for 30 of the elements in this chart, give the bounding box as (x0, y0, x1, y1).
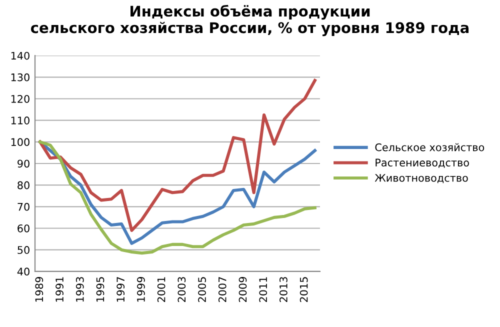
y-tick-label: 130 (11, 73, 30, 82)
x-tick-label: 2015 (300, 277, 308, 302)
x-tick-label: 2007 (218, 277, 226, 302)
x-tick-label: 2011 (259, 277, 268, 302)
y-tick-label: 50 (18, 246, 30, 254)
x-tick-label: 1991 (56, 277, 64, 302)
x-tick-label: 2003 (178, 277, 186, 302)
x-tick-label: 1993 (76, 277, 84, 302)
chart-title: Индексы объёма продукции сельского хозяйства России, % от уровня 1989 года (30, 4, 469, 36)
x-tick-label: 1989 (35, 277, 44, 302)
x-tick-label: 1999 (137, 277, 145, 302)
legend-label: Сельское хозяйство (375, 143, 484, 152)
y-tick-label: 80 (18, 181, 30, 190)
x-tick-label: 2001 (157, 277, 166, 302)
y-tick-label: 120 (11, 94, 30, 103)
y-tick-label: 90 (18, 160, 30, 168)
x-tick-label: 2013 (280, 277, 288, 302)
y-tick-label: 140 (11, 52, 30, 60)
x-tick-label: 1995 (96, 277, 104, 302)
x-tick-label: 2009 (238, 277, 247, 302)
y-tick-label: 100 (11, 138, 30, 146)
legend-label: Животноводство (374, 174, 468, 184)
y-tick-label: 40 (17, 268, 30, 276)
y-tick-label: 60 (18, 224, 30, 232)
line-series (38, 78, 316, 232)
x-tick-label: 2005 (198, 277, 206, 302)
legend-label: Растениеводство (376, 158, 469, 168)
x-tick-label: 1997 (116, 277, 125, 302)
y-tick-label: 70 (18, 202, 30, 211)
y-tick-label: 110 (11, 116, 30, 124)
